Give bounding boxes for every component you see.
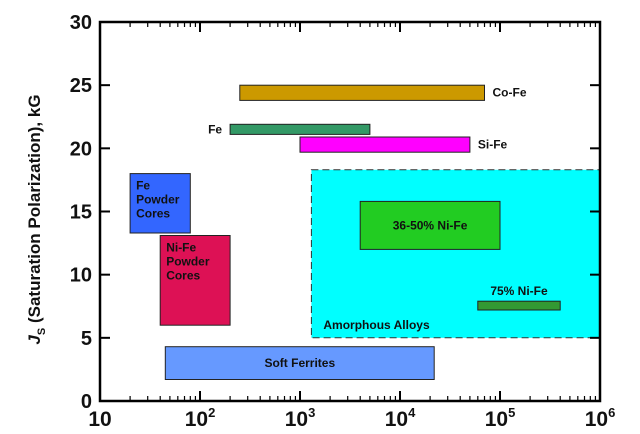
- region-label-line: 75% Ni-Fe: [490, 284, 548, 298]
- region-label-75pct-ni-fe: 75% Ni-Fe: [490, 284, 548, 298]
- region-label-line: Soft Ferrites: [264, 356, 335, 370]
- y-tick-label: 15: [70, 202, 92, 224]
- x-tick-exponent: 2: [208, 405, 215, 420]
- region-label-line: Amorphous Alloys: [323, 318, 430, 332]
- x-tick-label: 104: [385, 405, 416, 431]
- region-label-co-fe: Co-Fe: [493, 86, 527, 100]
- y-axis-title-symbol: J: [25, 335, 44, 345]
- region-fe: [229, 123, 371, 135]
- region-label-line: Fe: [208, 122, 222, 136]
- y-axis-title: JS (Saturation Polarization), kG: [25, 94, 48, 344]
- region-label-line: Powder: [166, 255, 210, 269]
- y-tick-label: 25: [70, 75, 92, 97]
- region-label-ni-fe-powder-cores: Ni-Fe Powder Cores: [166, 241, 210, 283]
- x-tick-exponent: 5: [508, 405, 515, 420]
- y-tick-label: 10: [70, 265, 92, 287]
- region-fe-powder-cores: [129, 173, 191, 234]
- y-tick-label: 5: [81, 328, 92, 350]
- region-ni-fe-powder-cores: [159, 235, 231, 326]
- region-soft-ferrites: [164, 346, 435, 381]
- x-tick-exponent: 4: [408, 405, 416, 420]
- region-75pct-ni-fe: [477, 300, 561, 311]
- x-tick-base: 10: [185, 408, 208, 431]
- region-36-50pct-ni-fe: [359, 200, 501, 250]
- x-tick-exponent: 6: [608, 405, 615, 420]
- region-co-fe: [239, 84, 485, 101]
- regions-layer: [129, 84, 601, 381]
- x-tick-base: 10: [485, 408, 508, 431]
- x-tick-base: 10: [285, 408, 308, 431]
- x-tick-base: 10: [585, 408, 608, 431]
- region-label-line: 36-50% Ni-Fe: [393, 218, 468, 232]
- region-label-line: Co-Fe: [493, 86, 527, 100]
- region-label-line: Cores: [166, 269, 200, 283]
- x-tick-label: 106: [585, 405, 616, 431]
- y-tick-label: 20: [70, 138, 92, 160]
- region-label-si-fe: Si-Fe: [478, 138, 508, 152]
- y-tick-label: 30: [70, 12, 92, 34]
- region-label-fe: Fe: [208, 122, 222, 136]
- x-tick-base: 10: [385, 408, 408, 431]
- region-label-soft-ferrites: Soft Ferrites: [264, 356, 335, 370]
- region-label-line: Fe: [136, 179, 150, 193]
- region-label-line: Cores: [136, 207, 170, 221]
- x-tick-base: 10: [88, 408, 111, 431]
- region-label-line: Ni-Fe: [166, 241, 196, 255]
- region-label-fe-powder-cores: Fe Powder Cores: [136, 179, 180, 221]
- x-tick-exponent: 3: [308, 405, 315, 420]
- y-tick-label: 0: [81, 391, 92, 413]
- ticks-layer: [99, 21, 601, 402]
- region-si-fe: [299, 136, 471, 153]
- y-axis-title-text: (Saturation Polarization), kG: [25, 94, 44, 327]
- region-label-line: Si-Fe: [478, 138, 508, 152]
- x-tick-label: 102: [185, 405, 216, 431]
- region-amorphous-alloys: [310, 169, 601, 339]
- y-axis-title-subscript: S: [36, 328, 48, 335]
- x-tick-label: 103: [285, 405, 316, 431]
- region-label-36-50pct-ni-fe: 36-50% Ni-Fe: [393, 218, 468, 232]
- region-label-amorphous-alloys: Amorphous Alloys: [323, 318, 430, 332]
- region-label-line: Powder: [136, 193, 180, 207]
- x-tick-label: 10: [88, 408, 111, 431]
- x-tick-label: 105: [485, 405, 516, 431]
